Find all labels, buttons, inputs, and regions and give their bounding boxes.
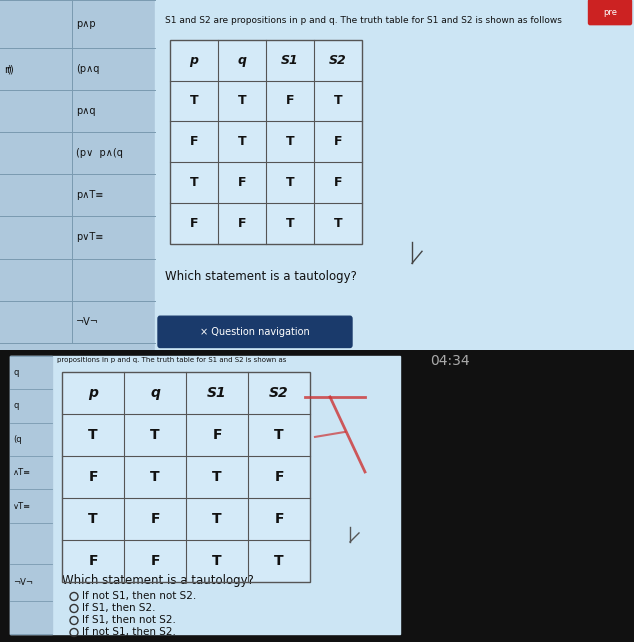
Text: T: T xyxy=(286,177,294,189)
Bar xyxy=(170,40,362,244)
Text: T: T xyxy=(88,512,98,526)
Text: T: T xyxy=(286,135,294,148)
Text: p: p xyxy=(190,54,198,67)
Text: q: q xyxy=(13,368,18,377)
Text: ¬V¬: ¬V¬ xyxy=(76,317,99,327)
Text: × Question navigation: × Question navigation xyxy=(200,327,310,337)
Text: T: T xyxy=(88,428,98,442)
Text: T: T xyxy=(238,135,247,148)
Text: T: T xyxy=(190,177,198,189)
Text: F: F xyxy=(150,554,160,568)
FancyBboxPatch shape xyxy=(588,0,631,24)
Bar xyxy=(10,356,52,634)
Text: S1: S1 xyxy=(281,54,299,67)
Text: T: T xyxy=(190,94,198,107)
Text: T: T xyxy=(212,554,222,568)
Text: S1: S1 xyxy=(207,386,227,400)
Bar xyxy=(62,372,310,582)
Text: q: q xyxy=(238,54,247,67)
Text: If not S1, then not S2.: If not S1, then not S2. xyxy=(82,591,197,601)
Text: F: F xyxy=(333,135,342,148)
Text: 04:34: 04:34 xyxy=(430,354,470,368)
Text: q: q xyxy=(13,401,18,410)
Text: T: T xyxy=(333,217,342,230)
Text: T: T xyxy=(212,512,222,526)
Text: p: p xyxy=(88,386,98,400)
Text: Which statement is a tautology?: Which statement is a tautology? xyxy=(165,270,357,283)
Text: Which statement is a tautology?: Which statement is a tautology? xyxy=(62,574,254,587)
Text: If not S1, then S2.: If not S1, then S2. xyxy=(82,627,176,637)
Text: F: F xyxy=(88,470,98,484)
Text: F: F xyxy=(333,177,342,189)
Text: ∧T≡: ∧T≡ xyxy=(13,468,31,477)
Text: F: F xyxy=(275,470,284,484)
Text: If S1, then not S2.: If S1, then not S2. xyxy=(82,615,176,625)
Text: r): r) xyxy=(4,64,12,74)
Text: ¬V¬: ¬V¬ xyxy=(13,578,33,587)
Text: q: q xyxy=(150,386,160,400)
Text: T: T xyxy=(274,428,284,442)
Text: ∨T≡: ∨T≡ xyxy=(13,501,31,510)
Bar xyxy=(10,356,400,634)
Text: p∧p: p∧p xyxy=(76,19,96,29)
Text: (p∨  p∧(q: (p∨ p∧(q xyxy=(76,148,123,159)
Text: r): r) xyxy=(6,64,14,74)
Bar xyxy=(0,0,155,350)
Bar xyxy=(155,0,634,350)
Text: F: F xyxy=(238,177,246,189)
Text: p∧q: p∧q xyxy=(76,106,96,116)
Text: T: T xyxy=(333,94,342,107)
Text: T: T xyxy=(150,470,160,484)
Text: T: T xyxy=(238,94,247,107)
Text: S2: S2 xyxy=(329,54,347,67)
Text: T: T xyxy=(286,217,294,230)
Text: pre: pre xyxy=(603,8,617,17)
FancyBboxPatch shape xyxy=(158,317,352,347)
Text: T: T xyxy=(150,428,160,442)
Text: propositions in p and q. The truth table for S1 and S2 is shown as: propositions in p and q. The truth table… xyxy=(57,357,287,363)
Text: S2: S2 xyxy=(269,386,289,400)
Text: S1 and S2 are propositions in p and q. The truth table for S1 and S2 is shown as: S1 and S2 are propositions in p and q. T… xyxy=(165,15,562,24)
Text: F: F xyxy=(190,217,198,230)
Text: If S1, then S2.: If S1, then S2. xyxy=(82,603,155,613)
Bar xyxy=(62,372,310,582)
Text: p∨T≡: p∨T≡ xyxy=(76,232,103,243)
Text: F: F xyxy=(238,217,246,230)
Text: (p∧q: (p∧q xyxy=(76,64,100,74)
Text: T: T xyxy=(274,554,284,568)
Text: F: F xyxy=(275,512,284,526)
Text: F: F xyxy=(212,428,222,442)
Text: F: F xyxy=(286,94,294,107)
Text: (q: (q xyxy=(13,435,22,444)
Bar xyxy=(170,40,362,244)
Text: F: F xyxy=(88,554,98,568)
Text: F: F xyxy=(190,135,198,148)
Text: F: F xyxy=(150,512,160,526)
Text: T: T xyxy=(212,470,222,484)
Text: p∧T≡: p∧T≡ xyxy=(76,191,103,200)
